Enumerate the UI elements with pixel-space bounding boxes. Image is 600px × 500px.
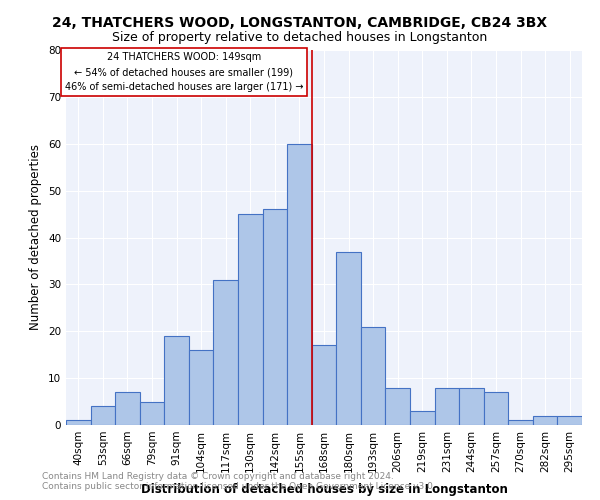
Bar	[140, 402, 164, 425]
Bar	[238, 214, 263, 425]
Bar	[508, 420, 533, 425]
Bar	[66, 420, 91, 425]
Text: 24, THATCHERS WOOD, LONGSTANTON, CAMBRIDGE, CB24 3BX: 24, THATCHERS WOOD, LONGSTANTON, CAMBRID…	[52, 16, 548, 30]
Bar	[287, 144, 312, 425]
Bar	[557, 416, 582, 425]
Bar	[164, 336, 189, 425]
Bar	[459, 388, 484, 425]
Bar	[361, 326, 385, 425]
Bar	[312, 346, 336, 425]
Bar	[91, 406, 115, 425]
Text: Contains HM Land Registry data © Crown copyright and database right 2024.
Contai: Contains HM Land Registry data © Crown c…	[42, 472, 436, 491]
Bar	[214, 280, 238, 425]
X-axis label: Distribution of detached houses by size in Longstanton: Distribution of detached houses by size …	[140, 483, 508, 496]
Bar	[189, 350, 214, 425]
Text: Size of property relative to detached houses in Longstanton: Size of property relative to detached ho…	[112, 31, 488, 44]
Y-axis label: Number of detached properties: Number of detached properties	[29, 144, 43, 330]
Bar	[263, 210, 287, 425]
Bar	[533, 416, 557, 425]
Bar	[336, 252, 361, 425]
Bar	[484, 392, 508, 425]
Bar	[115, 392, 140, 425]
Bar	[434, 388, 459, 425]
Bar	[385, 388, 410, 425]
Bar	[410, 411, 434, 425]
Text: 24 THATCHERS WOOD: 149sqm
← 54% of detached houses are smaller (199)
46% of semi: 24 THATCHERS WOOD: 149sqm ← 54% of detac…	[65, 52, 303, 92]
